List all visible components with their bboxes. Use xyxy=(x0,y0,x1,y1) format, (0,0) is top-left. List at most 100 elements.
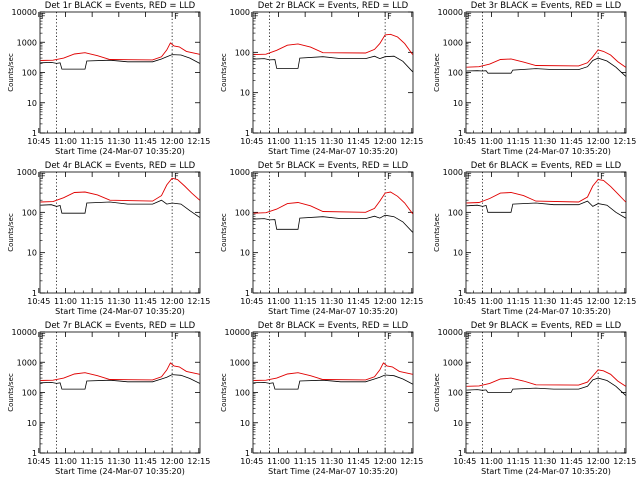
x-tick-label: 11:45 xyxy=(134,457,157,466)
flag-marker: F xyxy=(600,332,605,341)
plot-frame xyxy=(39,11,201,134)
panel-det-1: Det 1r BLACK = Events, RED = LLD 1 10 100 10… xyxy=(7,1,210,156)
x-tick-label: 11:45 xyxy=(347,137,370,146)
x-axis-label: Start Time (24-Mar-07 10:35:20) xyxy=(55,307,185,316)
y-tick-label: 100 xyxy=(22,208,37,217)
panel-title: Det 8r BLACK = Events, RED = LLD xyxy=(258,321,409,331)
plot-frame xyxy=(252,331,414,454)
y-tick-label: 1000 xyxy=(17,38,37,47)
series-lld-line xyxy=(466,179,627,204)
x-axis-label: Start Time (24-Mar-07 10:35:20) xyxy=(55,147,185,156)
y-tick-label: 100 xyxy=(235,48,250,57)
y-tick-label: 10 xyxy=(240,89,250,98)
plot-frame xyxy=(39,171,201,294)
x-tick-label: 11:30 xyxy=(107,297,130,306)
plot-frame xyxy=(252,171,414,294)
flag-marker: F xyxy=(387,332,392,341)
panel-det-7: Det 7r BLACK = Events, RED = LLD 1 10 100 10… xyxy=(7,321,210,476)
x-tick-label: 11:00 xyxy=(54,457,77,466)
x-tick-label: 11:30 xyxy=(320,297,343,306)
plot-frame xyxy=(39,331,201,454)
y-tick-label: 1000 xyxy=(230,8,250,17)
corner-marker: F xyxy=(467,172,472,181)
y-tick-label: 1000 xyxy=(230,168,250,177)
y-tick-label: 1000 xyxy=(443,358,463,367)
y-axis-label: Counts/sec xyxy=(433,373,441,412)
x-tick-label: 11:30 xyxy=(320,457,343,466)
y-tick-label: 100 xyxy=(235,208,250,217)
x-tick-label: 11:00 xyxy=(480,297,503,306)
x-tick-label: 12:15 xyxy=(400,457,423,466)
flag-marker: F xyxy=(600,12,605,21)
panel-title: Det 1r BLACK = Events, RED = LLD xyxy=(45,1,196,11)
x-tick-label: 11:30 xyxy=(533,137,556,146)
series-events-line xyxy=(253,374,413,390)
series-events-line xyxy=(466,57,626,77)
y-tick-label: 1 xyxy=(32,449,37,458)
flag-marker: F xyxy=(600,172,605,181)
corner-marker: F xyxy=(41,332,46,341)
series-lld-line xyxy=(253,191,414,215)
y-tick-label: 1 xyxy=(458,129,463,138)
panel-title: Det 4r BLACK = Events, RED = LLD xyxy=(45,161,196,171)
x-tick-label: 10:45 xyxy=(27,297,50,306)
y-tick-label: 1 xyxy=(245,449,250,458)
series-events-line xyxy=(40,374,200,390)
x-axis-label: Start Time (24-Mar-07 10:35:20) xyxy=(481,467,611,476)
x-axis-label: Start Time (24-Mar-07 10:35:20) xyxy=(481,147,611,156)
x-tick-label: 12:15 xyxy=(187,457,210,466)
y-tick-label: 10000 xyxy=(438,8,463,17)
x-tick-label: 11:15 xyxy=(507,457,530,466)
y-tick-label: 1000 xyxy=(230,358,250,367)
corner-marker: F xyxy=(41,172,46,181)
x-tick-label: 10:45 xyxy=(240,137,263,146)
panel-title: Det 2r BLACK = Events, RED = LLD xyxy=(258,1,409,11)
x-tick-label: 12:00 xyxy=(587,297,610,306)
corner-marker: F xyxy=(467,12,472,21)
x-tick-label: 11:00 xyxy=(480,457,503,466)
flag-marker: F xyxy=(174,332,179,341)
x-tick-label: 10:45 xyxy=(453,457,476,466)
x-tick-label: 12:15 xyxy=(400,297,423,306)
corner-marker: F xyxy=(467,332,472,341)
x-tick-label: 12:15 xyxy=(400,137,423,146)
y-tick-label: 10 xyxy=(27,249,37,258)
series-lld-line xyxy=(253,362,413,381)
corner-marker: F xyxy=(254,12,259,21)
x-tick-label: 10:45 xyxy=(27,457,50,466)
x-tick-label: 11:45 xyxy=(347,457,370,466)
x-tick-label: 11:00 xyxy=(54,137,77,146)
x-tick-label: 11:45 xyxy=(560,457,583,466)
x-tick-label: 11:15 xyxy=(507,137,530,146)
x-tick-label: 11:00 xyxy=(267,137,290,146)
x-tick-label: 12:00 xyxy=(374,137,397,146)
y-axis-label: Counts/sec xyxy=(433,213,441,252)
y-tick-label: 100 xyxy=(235,389,250,398)
plot-frame xyxy=(465,171,627,294)
panel-det-3: Det 3r BLACK = Events, RED = LLD 1 10 100 10… xyxy=(433,1,636,156)
y-axis-label: Counts/sec xyxy=(433,53,441,92)
y-tick-label: 1000 xyxy=(17,168,37,177)
panel-title: Det 7r BLACK = Events, RED = LLD xyxy=(45,321,196,331)
x-tick-label: 11:15 xyxy=(81,137,104,146)
x-tick-label: 11:15 xyxy=(294,297,317,306)
y-tick-label: 1 xyxy=(458,449,463,458)
y-tick-label: 10 xyxy=(453,419,463,428)
x-tick-label: 12:00 xyxy=(161,137,184,146)
panel-det-6: Det 6r BLACK = Events, RED = LLD 1 10 100 10… xyxy=(433,161,636,316)
y-tick-label: 10000 xyxy=(12,328,37,337)
x-tick-label: 12:15 xyxy=(613,457,636,466)
x-tick-label: 10:45 xyxy=(453,137,476,146)
x-tick-label: 12:00 xyxy=(587,137,610,146)
y-tick-label: 100 xyxy=(22,69,37,78)
x-tick-label: 11:15 xyxy=(507,297,530,306)
panel-title: Det 5r BLACK = Events, RED = LLD xyxy=(258,161,409,171)
y-tick-label: 100 xyxy=(448,389,463,398)
plot-frame xyxy=(252,11,414,134)
series-lld-line xyxy=(466,369,626,387)
series-lld-line xyxy=(466,49,626,68)
panel-det-2: Det 2r BLACK = Events, RED = LLD 1 10 100 10… xyxy=(220,1,423,156)
series-lld-line xyxy=(40,362,200,381)
series-lld-line xyxy=(40,42,200,61)
